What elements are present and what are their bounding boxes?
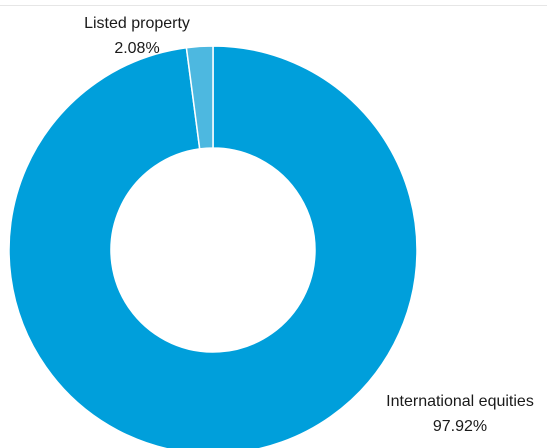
slice-listed-property [185, 45, 214, 150]
label-listed-property-name: Listed property [84, 15, 190, 32]
slice-international-equities [8, 45, 418, 448]
label-listed-property: Listed property 2.08% [84, 15, 190, 57]
donut-slices [8, 45, 418, 448]
top-divider [0, 5, 547, 6]
label-listed-property-value: 2.08% [114, 40, 159, 57]
label-international-equities: International equities 97.92% [386, 393, 534, 435]
label-international-equities-name: International equities [386, 393, 534, 410]
label-international-equities-value: 97.92% [433, 418, 487, 435]
